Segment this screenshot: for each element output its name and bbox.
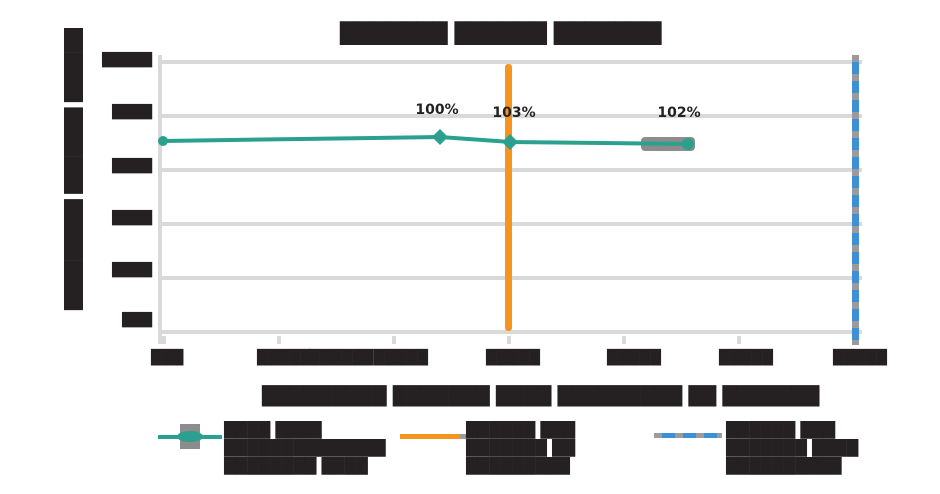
x-tick-label: █████ bbox=[486, 350, 540, 366]
swatch-end-cap bbox=[460, 434, 466, 439]
y-axis-line bbox=[158, 55, 162, 344]
x-tick-label: █████ bbox=[719, 350, 773, 366]
legend-label-line: █████████ bbox=[466, 457, 570, 475]
legend-label-line: ████ ████ bbox=[224, 421, 322, 439]
series-marker-end bbox=[682, 138, 694, 150]
x-tick-label: █████ bbox=[833, 350, 887, 366]
line-end-highlight bbox=[641, 137, 695, 151]
x-tick-label: █████ bbox=[374, 350, 428, 366]
series-marker-diamond-1 bbox=[432, 129, 448, 145]
y-axis-title: █████████ ███████ ██████ bbox=[64, 28, 83, 310]
y-tick-label: ████ bbox=[112, 211, 152, 226]
y-tick-label: ███ bbox=[122, 313, 152, 328]
y-tick-label: ████ bbox=[112, 105, 152, 120]
x-tick-label: ███ bbox=[151, 350, 184, 366]
x-tick-label: █████ bbox=[257, 350, 311, 366]
legend-label-line: ██████████████ bbox=[224, 439, 386, 457]
y-tick-label: ████ bbox=[112, 263, 152, 278]
x-axis-title: █████████ ███████ ████ █████████ ██ ████… bbox=[262, 386, 820, 407]
blue-dashed-vline bbox=[852, 55, 859, 345]
gridline bbox=[158, 60, 862, 64]
teal-series-line bbox=[162, 134, 689, 146]
orange-vline bbox=[505, 64, 512, 331]
legend-label-line: ████████ ████ bbox=[224, 457, 368, 475]
blue-dashed-swatch bbox=[654, 433, 722, 438]
y-tick-label: ████ bbox=[112, 159, 152, 174]
legend-label-line: ███████ ██ bbox=[466, 439, 576, 457]
legend-label-line: ███████ ████ bbox=[726, 439, 859, 457]
x-tick-label: █████ bbox=[607, 350, 661, 366]
x-tick-mark bbox=[737, 336, 741, 344]
orange-line-swatch bbox=[400, 434, 460, 439]
x-tick-mark bbox=[507, 336, 511, 344]
x-tick-label: ██████ bbox=[309, 350, 374, 366]
legend-label-line: ██████ ███ bbox=[466, 421, 576, 439]
gridline bbox=[158, 330, 862, 334]
x-tick-mark bbox=[622, 336, 626, 344]
data-label-third: 102% bbox=[657, 105, 701, 121]
teal-marker-icon bbox=[177, 431, 203, 442]
data-label-first: 100% bbox=[415, 102, 459, 118]
x-tick-mark bbox=[162, 336, 166, 344]
x-tick-mark bbox=[277, 336, 281, 344]
legend-label-line: ██████████ bbox=[726, 457, 842, 475]
chart-title: ███████ ██████ ███████ bbox=[340, 21, 662, 45]
y-tick-label: █████ bbox=[102, 53, 152, 68]
data-label-second: 103% bbox=[492, 105, 536, 121]
legend-label-line: ██████ ███ bbox=[726, 421, 836, 439]
x-tick-mark bbox=[392, 336, 396, 344]
